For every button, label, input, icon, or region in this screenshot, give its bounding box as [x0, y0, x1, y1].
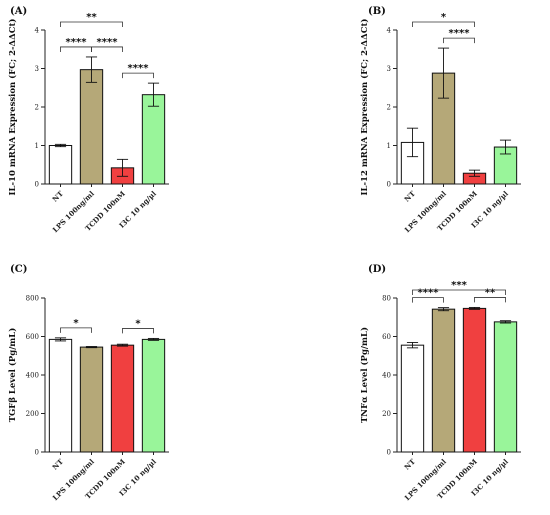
y-tick-label: 0	[35, 449, 39, 457]
significance-label: ****	[66, 37, 88, 48]
bar-i3c	[141, 338, 166, 453]
significance-bracket	[443, 37, 475, 44]
y-tick-label: 40	[382, 372, 391, 380]
y-tick-label: 4	[35, 27, 40, 35]
y-tick-label: 400	[26, 372, 39, 380]
bar-tcdd	[110, 344, 135, 453]
bar-nt	[48, 338, 73, 453]
category-label: NT	[402, 456, 417, 471]
significance-bracket	[412, 297, 444, 303]
y-axis-label: TGFβ Level (Pg/mL)	[7, 328, 18, 423]
y-tick-label: 80	[382, 295, 391, 303]
y-axis-label: IL-10 mRNA Expression (FC; 2-ΔΔCt)	[7, 19, 18, 196]
bar-tcdd	[462, 307, 487, 453]
y-tick-label: 600	[26, 333, 39, 341]
significance-bracket	[474, 297, 506, 303]
bar-i3c	[141, 94, 166, 185]
bar-i3c	[493, 321, 518, 453]
chart-panel-2: (B) 0 1 2 3 4 IL-12 mRNA Expression (FC; 2-ΔΔC…	[359, 6, 521, 234]
y-tick-label: 200	[26, 410, 39, 418]
significance-label: *	[135, 318, 141, 329]
significance-label: ****	[128, 63, 150, 74]
significance-bracket	[60, 21, 123, 27]
y-tick-label: 20	[382, 410, 391, 418]
bar-lps	[431, 308, 456, 453]
significance-label: ****	[97, 37, 119, 48]
bar-nt	[48, 145, 73, 185]
significance-bracket	[412, 21, 475, 27]
significance-bracket	[412, 289, 506, 295]
panel-label: (B)	[368, 6, 386, 17]
y-axis-label: IL-12 mRNA Expression (FC; 2-ΔΔCt)	[359, 19, 370, 196]
y-tick-label: 1	[35, 142, 39, 150]
y-tick-label: 4	[387, 27, 392, 35]
significance-label: ****	[449, 28, 471, 39]
significance-label: ***	[451, 280, 467, 291]
y-tick-label: 0	[387, 449, 391, 457]
bar-lps	[79, 69, 104, 185]
significance-bracket	[91, 46, 123, 52]
significance-label: *	[73, 318, 79, 329]
significance-label: ****	[418, 288, 440, 299]
y-tick-label: 2	[35, 104, 39, 112]
panel-label: (D)	[368, 264, 386, 275]
significance-label: *	[441, 12, 447, 23]
bar-nt	[400, 344, 425, 453]
y-tick-label: 60	[382, 333, 391, 341]
y-tick-label: 3	[35, 65, 39, 73]
y-tick-label: 800	[26, 295, 39, 303]
significance-bracket	[122, 72, 154, 79]
y-tick-label: 1	[387, 142, 391, 150]
chart-panel-1: (A) 0 1 2 3 4 IL-10 mRNA Expression (FC; 2-ΔΔC…	[7, 6, 169, 234]
bar-lps	[79, 346, 104, 453]
significance-label: **	[485, 287, 496, 298]
significance-label: **	[86, 12, 97, 23]
y-axis-label: TNFα Level (Pg/mL)	[359, 327, 370, 423]
significance-bracket	[60, 327, 92, 333]
y-tick-label: 0	[35, 181, 39, 189]
panel-label: (A)	[10, 6, 27, 17]
panel-label: (C)	[10, 264, 27, 275]
y-tick-label: 3	[387, 65, 391, 73]
y-tick-label: 0	[387, 181, 391, 189]
category-label: NT	[50, 188, 65, 203]
significance-bracket	[122, 328, 154, 334]
y-tick-label: 2	[387, 104, 391, 112]
category-label: NT	[50, 456, 65, 471]
category-label: NT	[402, 188, 417, 203]
